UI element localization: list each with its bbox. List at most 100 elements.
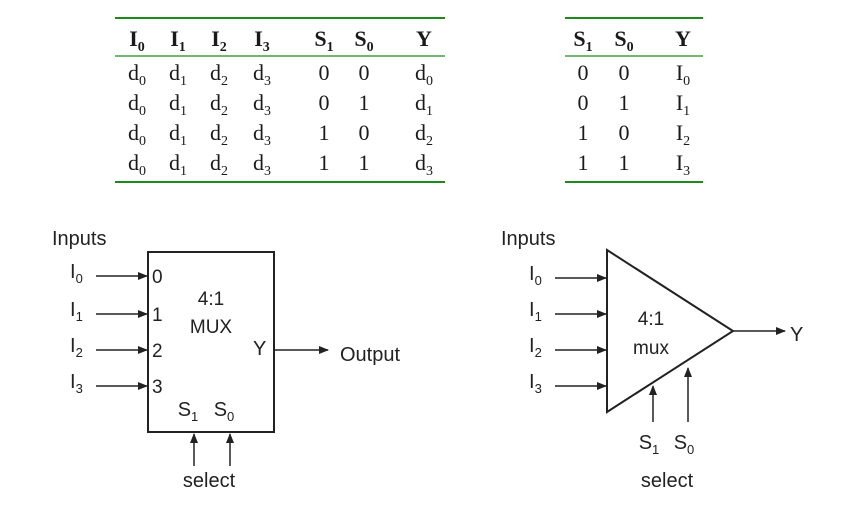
table-cell-subscript: 1 <box>180 74 187 89</box>
output-label: Y <box>790 324 803 346</box>
table-cell: 1 <box>619 150 630 175</box>
input-label-subscript: 2 <box>76 345 83 360</box>
y-pin-label: Y <box>253 338 266 360</box>
table-cell-main: 0 <box>578 90 589 115</box>
input-label-main: I <box>529 371 535 393</box>
table-header-cell-subscript: 1 <box>327 40 334 55</box>
select-pin-label-subscript: 1 <box>191 409 198 424</box>
select-pin-label-main: S <box>639 432 652 454</box>
table-header-cell-main: I <box>211 26 220 51</box>
table-cell: I3 <box>676 150 690 179</box>
table-header-cell: I3 <box>254 26 270 55</box>
table-cell-subscript: 3 <box>683 164 690 179</box>
input-label-subscript: 1 <box>76 309 83 324</box>
table-header-cell-subscript: 0 <box>367 40 374 55</box>
input-pin-number: 3 <box>152 377 163 398</box>
table-header-cell-main: I <box>170 26 179 51</box>
table-header-cell-subscript: 3 <box>263 40 270 55</box>
table-cell: d1 <box>169 90 187 119</box>
table-cell: d0 <box>128 120 146 149</box>
table-cell-subscript: 1 <box>180 164 187 179</box>
table-cell: 1 <box>319 150 330 175</box>
table-cell-main: 0 <box>619 120 630 145</box>
table-cell-subscript: 0 <box>139 134 146 149</box>
input-label: I1 <box>529 299 542 324</box>
table-cell: 0 <box>319 90 330 115</box>
mux-box-symbol: Inputs I0 0I1 1I2 2I3 3 4:1 MUX Y Output S1 S… <box>52 228 400 492</box>
input-label: I3 <box>70 371 83 396</box>
table-cell: 0 <box>319 60 330 85</box>
table-cell: 0 <box>578 90 589 115</box>
table-cell-main: d <box>128 90 139 115</box>
table-cell: 1 <box>359 150 370 175</box>
table-cell-main: d <box>253 150 264 175</box>
table-cell-subscript: 2 <box>683 134 690 149</box>
table-cell: d2 <box>210 120 228 149</box>
input-label-subscript: 3 <box>76 381 83 396</box>
table-cell: d2 <box>210 60 228 89</box>
table-header-cell-main: Y <box>675 26 691 51</box>
table-cell-subscript: 3 <box>264 134 271 149</box>
table-header-cell-subscript: 1 <box>179 40 186 55</box>
table-cell-main: 1 <box>319 120 330 145</box>
table-cell-subscript: 3 <box>264 104 271 119</box>
input-label: I1 <box>70 299 83 324</box>
table-header-cell-main: S <box>614 26 626 51</box>
select-pin-label-main: S <box>214 399 227 421</box>
mux-box <box>147 251 275 433</box>
table-cell-main: 0 <box>319 90 330 115</box>
table-cell-subscript: 1 <box>683 104 690 119</box>
input-label: I2 <box>70 335 83 360</box>
table-header-cell-subscript: 0 <box>627 40 634 55</box>
inputs-label: Inputs <box>52 228 106 250</box>
select-pin-label: S1 <box>178 399 199 424</box>
table-cell: I1 <box>676 90 690 119</box>
table-cell-main: d <box>210 90 221 115</box>
table-cell-main: 0 <box>619 60 630 85</box>
table-header-cell: S0 <box>614 26 633 55</box>
table-cell: d0 <box>128 60 146 89</box>
table-header-cell-main: I <box>129 26 138 51</box>
table-cell-main: I <box>676 60 683 85</box>
table-cell: d0 <box>415 60 433 89</box>
table-cell-main: I <box>676 90 683 115</box>
mux-title: 4:1 <box>638 309 664 330</box>
input-pin-number: 0 <box>152 267 163 288</box>
table-header-cell: S0 <box>354 26 373 55</box>
table-header-cell: Y <box>675 26 691 51</box>
table-cell: d3 <box>415 150 433 179</box>
input-label-main: I <box>529 335 535 357</box>
select-pin-label-main: S <box>178 399 191 421</box>
input-label-main: I <box>70 261 76 283</box>
input-label: I0 <box>529 263 542 288</box>
table-cell: d3 <box>253 120 271 149</box>
input-label: I3 <box>529 371 542 396</box>
table-cell-subscript: 2 <box>221 74 228 89</box>
table-header-cell: Y <box>416 26 432 51</box>
table-cell-subscript: 3 <box>264 164 271 179</box>
table-cell-main: d <box>169 150 180 175</box>
table-header-cell: I1 <box>170 26 186 55</box>
table-header-cell-main: I <box>254 26 263 51</box>
input-label-subscript: 0 <box>535 273 542 288</box>
input-label-subscript: 0 <box>76 271 83 286</box>
select-pin-label: S1 <box>639 432 660 457</box>
table-cell: 0 <box>619 60 630 85</box>
table-cell-main: d <box>253 60 264 85</box>
table-header-cell-subscript: 2 <box>220 40 227 55</box>
table-cell-subscript: 3 <box>426 164 433 179</box>
input-label-main: I <box>529 263 535 285</box>
table-cell-main: 0 <box>359 120 370 145</box>
table-cell: d1 <box>169 120 187 149</box>
table-cell-main: d <box>210 120 221 145</box>
table-cell-subscript: 2 <box>221 104 228 119</box>
table-cell: d1 <box>169 60 187 89</box>
table-header-cell-subscript: 0 <box>138 40 145 55</box>
mux-title-2: mux <box>633 338 669 359</box>
table-cell-main: 1 <box>319 150 330 175</box>
table-cell: I2 <box>676 120 690 149</box>
input-label-main: I <box>70 335 76 357</box>
